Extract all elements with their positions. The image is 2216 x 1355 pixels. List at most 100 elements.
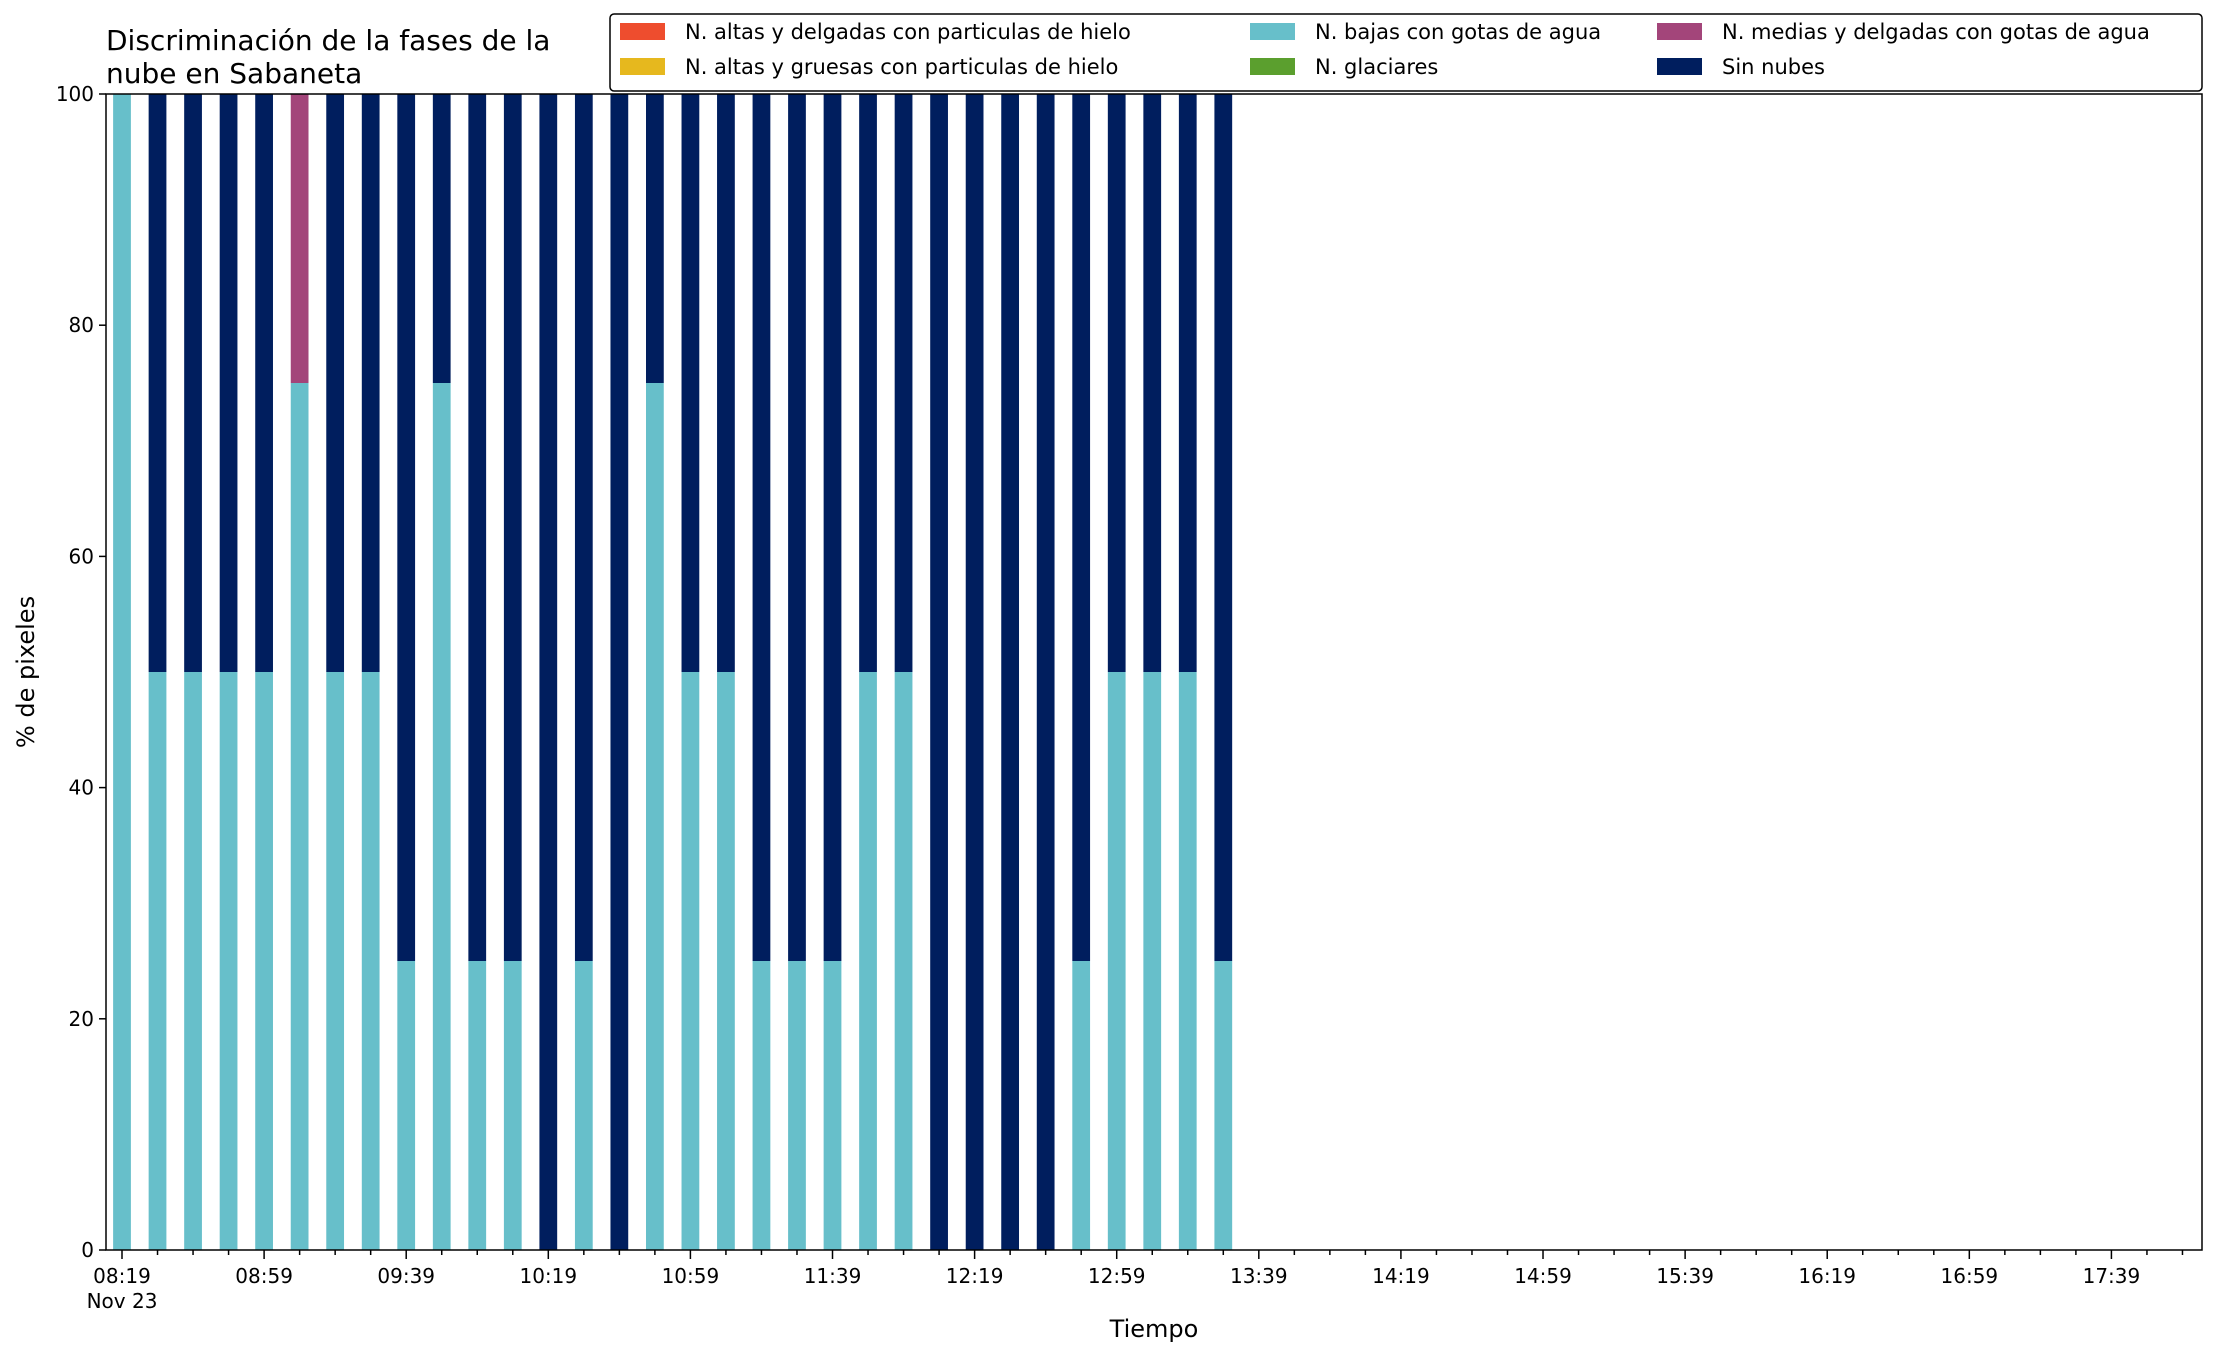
y-tick-label: 100 [56,82,94,106]
bar-18-series-6 [717,94,735,672]
bar-10-series-6 [432,94,451,383]
bar-6-series-5 [290,94,309,383]
legend-swatch-6 [1657,58,1702,75]
legend-swatch-3 [1250,23,1295,40]
bar-30-series-3 [1143,672,1162,1250]
x-tick-label: 16:59 [1941,1264,1999,1288]
y-tick-label: 0 [81,1238,94,1262]
legend-swatch-5 [1657,23,1702,40]
legend-label-3: N. bajas con gotas de agua [1315,20,1601,44]
x-tick-label: 12:59 [1088,1264,1146,1288]
bar-18-series-3 [717,672,735,1250]
bar-20-series-6 [788,94,806,961]
bar-7-series-6 [326,94,345,672]
bar-22-series-6 [859,94,877,672]
bar-32-series-3 [1214,961,1233,1250]
y-tick-label: 60 [69,544,94,568]
bar-28-series-6 [1072,94,1091,961]
bar-14-series-6 [574,94,593,961]
x-tick-label: 08:59 [235,1264,293,1288]
bar-8-series-3 [361,672,380,1250]
bar-23-series-3 [894,672,913,1250]
legend-label-6: Sin nubes [1722,55,1825,79]
plot-area-frame [105,93,2203,1251]
bar-11-series-3 [468,961,487,1250]
x-tick-label: 08:19 [93,1264,151,1288]
bar-4-series-3 [219,672,238,1250]
y-tick-label: 20 [69,1007,94,1031]
bar-16-series-3 [646,383,664,1250]
bar-17-series-6 [681,94,700,672]
legend-label-1: N. altas y delgadas con particulas de hi… [685,20,1131,44]
legend-swatch-1 [620,23,665,40]
bar-17-series-3 [681,672,700,1250]
bar-1-series-3 [113,94,131,1250]
bar-8-series-6 [361,94,380,672]
bar-3-series-6 [184,94,202,672]
bar-25-series-6 [965,94,984,1250]
bar-16-series-6 [646,94,664,383]
bar-12-series-6 [503,94,522,961]
legend-label-2: N. altas y gruesas con particulas de hie… [685,55,1118,79]
x-axis: 08:19 08:59 09:39 10:19 10:59 11:39 12:19 12:59… [87,1250,2184,1313]
bar-5-series-6 [255,94,273,672]
bar-11-series-6 [468,94,487,961]
bar-10-series-3 [432,383,451,1250]
x-tick-label: 16:19 [1798,1264,1856,1288]
x-tick-label: 12:19 [946,1264,1004,1288]
bar-32-series-6 [1214,94,1233,961]
legend-frame [609,13,2203,92]
x-tick-label: 10:59 [662,1264,720,1288]
bar-23-series-6 [894,94,913,672]
y-axis: 0 20 40 60 80 100 [56,82,106,1262]
bar-2-series-6 [148,94,167,672]
bar-29-series-3 [1107,672,1126,1250]
y-axis-label: % de pixeles [12,596,40,748]
legend-label-4: N. glaciares [1315,55,1438,79]
chart-title-line-1: Discriminación de la fases de la [106,24,550,57]
bar-2-series-3 [148,672,167,1250]
bar-31-series-3 [1178,672,1197,1250]
x-tick-label: 11:39 [804,1264,862,1288]
x-tick-label: 14:59 [1514,1264,1572,1288]
chart-title: Discriminación de la fases de la nube en… [106,24,550,90]
bar-12-series-3 [503,961,522,1250]
bar-9-series-6 [397,94,416,961]
legend-label-5: N. medias y delgadas con gotas de agua [1722,20,2150,44]
bar-31-series-6 [1178,94,1197,672]
y-tick-label: 40 [69,776,94,800]
bar-20-series-3 [788,961,806,1250]
bar-14-series-3 [574,961,593,1250]
bar-26-series-6 [1001,94,1020,1250]
bar-21-series-6 [823,94,842,961]
legend: N. altas y delgadas con particulas de hi… [609,13,2203,92]
bar-6-series-3 [290,383,309,1250]
bar-7-series-3 [326,672,345,1250]
x-tick-label: 14:19 [1372,1264,1430,1288]
bar-29-series-6 [1107,94,1126,672]
bars-layer [113,94,1233,1250]
x-tick-label: 09:39 [377,1264,435,1288]
bar-13-series-6 [539,94,558,1250]
bar-9-series-3 [397,961,416,1250]
bar-3-series-3 [184,672,202,1250]
bar-19-series-3 [752,961,771,1250]
chart-title-line-2: nube en Sabaneta [106,57,362,90]
bar-21-series-3 [823,961,842,1250]
bar-15-series-6 [610,94,629,1250]
bar-19-series-6 [752,94,771,961]
y-tick-label: 80 [69,313,94,337]
bar-5-series-3 [255,672,273,1250]
x-tick-label: 17:39 [2083,1264,2141,1288]
bar-28-series-3 [1072,961,1091,1250]
bar-22-series-3 [859,672,877,1250]
bar-30-series-6 [1143,94,1162,672]
x-tick-label: 15:39 [1656,1264,1714,1288]
x-axis-label: Tiempo [1109,1315,1199,1343]
x-date-label: Nov 23 [87,1289,158,1313]
legend-swatch-2 [620,58,665,75]
bar-27-series-6 [1036,94,1055,1250]
legend-swatch-4 [1250,58,1295,75]
x-tick-label: 10:19 [519,1264,577,1288]
